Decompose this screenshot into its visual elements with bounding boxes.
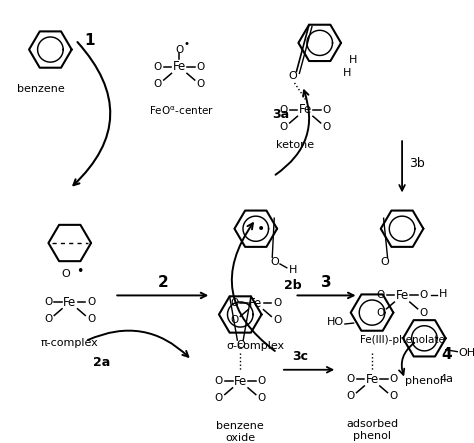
Text: O: O bbox=[230, 315, 238, 325]
Text: Fe: Fe bbox=[299, 103, 312, 116]
Text: H: H bbox=[343, 68, 351, 78]
Text: O: O bbox=[346, 392, 355, 401]
Text: Fe: Fe bbox=[173, 60, 186, 73]
Text: O: O bbox=[322, 105, 331, 115]
Text: O: O bbox=[44, 297, 53, 307]
Text: HO: HO bbox=[327, 317, 344, 327]
Text: O: O bbox=[280, 122, 288, 132]
Text: O: O bbox=[419, 307, 428, 318]
Text: O: O bbox=[273, 298, 281, 308]
Text: Fe: Fe bbox=[395, 289, 409, 302]
Text: •: • bbox=[76, 265, 83, 278]
Text: 3: 3 bbox=[321, 275, 332, 290]
Text: O: O bbox=[196, 79, 205, 89]
Text: 4: 4 bbox=[441, 347, 452, 362]
Text: benzene: benzene bbox=[17, 84, 64, 94]
Text: O: O bbox=[196, 62, 205, 72]
Text: O: O bbox=[44, 314, 53, 324]
Text: O: O bbox=[273, 315, 281, 325]
Text: Fe(III)-phenolate: Fe(III)-phenolate bbox=[360, 335, 445, 346]
Text: O: O bbox=[271, 257, 280, 267]
Text: 2: 2 bbox=[157, 275, 168, 290]
Text: O: O bbox=[346, 374, 355, 384]
Text: σ-complex: σ-complex bbox=[227, 341, 285, 351]
Text: OH: OH bbox=[458, 348, 474, 358]
Text: FeO$^{\mathsf{\alpha}}$-center: FeO$^{\mathsf{\alpha}}$-center bbox=[149, 105, 214, 117]
Text: O: O bbox=[215, 393, 223, 403]
Text: 3b: 3b bbox=[409, 157, 425, 171]
Text: Fe: Fe bbox=[234, 375, 247, 388]
Text: O: O bbox=[389, 374, 398, 384]
Text: 3c: 3c bbox=[292, 350, 309, 363]
Text: O: O bbox=[377, 291, 385, 300]
Text: O: O bbox=[419, 291, 428, 300]
Text: phenol: phenol bbox=[405, 377, 443, 386]
Text: O: O bbox=[215, 376, 223, 386]
Text: Fe: Fe bbox=[365, 373, 379, 386]
Text: O: O bbox=[154, 79, 162, 89]
Text: 2a: 2a bbox=[93, 356, 110, 369]
Text: •: • bbox=[256, 222, 265, 236]
Text: O: O bbox=[87, 297, 95, 307]
Text: O: O bbox=[280, 105, 288, 115]
Text: H: H bbox=[288, 265, 297, 275]
Text: O: O bbox=[288, 71, 297, 81]
Text: π-complex: π-complex bbox=[41, 338, 99, 348]
Text: 1: 1 bbox=[84, 32, 94, 47]
Text: Fe: Fe bbox=[249, 296, 263, 310]
Text: O: O bbox=[257, 393, 266, 403]
Text: O: O bbox=[236, 340, 245, 350]
Text: O: O bbox=[87, 314, 95, 324]
Text: 3a: 3a bbox=[273, 108, 290, 121]
Text: •: • bbox=[184, 39, 190, 49]
Text: O: O bbox=[322, 122, 331, 132]
Text: O: O bbox=[230, 298, 238, 308]
Text: O: O bbox=[380, 257, 389, 267]
Text: Fe: Fe bbox=[63, 295, 76, 309]
Text: ketone: ketone bbox=[276, 140, 315, 150]
Text: O: O bbox=[257, 376, 266, 386]
Text: H: H bbox=[438, 288, 447, 299]
Text: benzene
oxide: benzene oxide bbox=[217, 421, 264, 443]
Text: O: O bbox=[62, 268, 70, 279]
Text: O: O bbox=[377, 307, 385, 318]
Text: O: O bbox=[175, 45, 183, 54]
Text: O: O bbox=[389, 392, 398, 401]
Text: 2b: 2b bbox=[284, 280, 301, 292]
Text: adsorbed
phenol: adsorbed phenol bbox=[346, 420, 398, 441]
Text: 4a: 4a bbox=[440, 374, 454, 384]
Text: O: O bbox=[154, 62, 162, 72]
Text: H: H bbox=[348, 55, 357, 65]
